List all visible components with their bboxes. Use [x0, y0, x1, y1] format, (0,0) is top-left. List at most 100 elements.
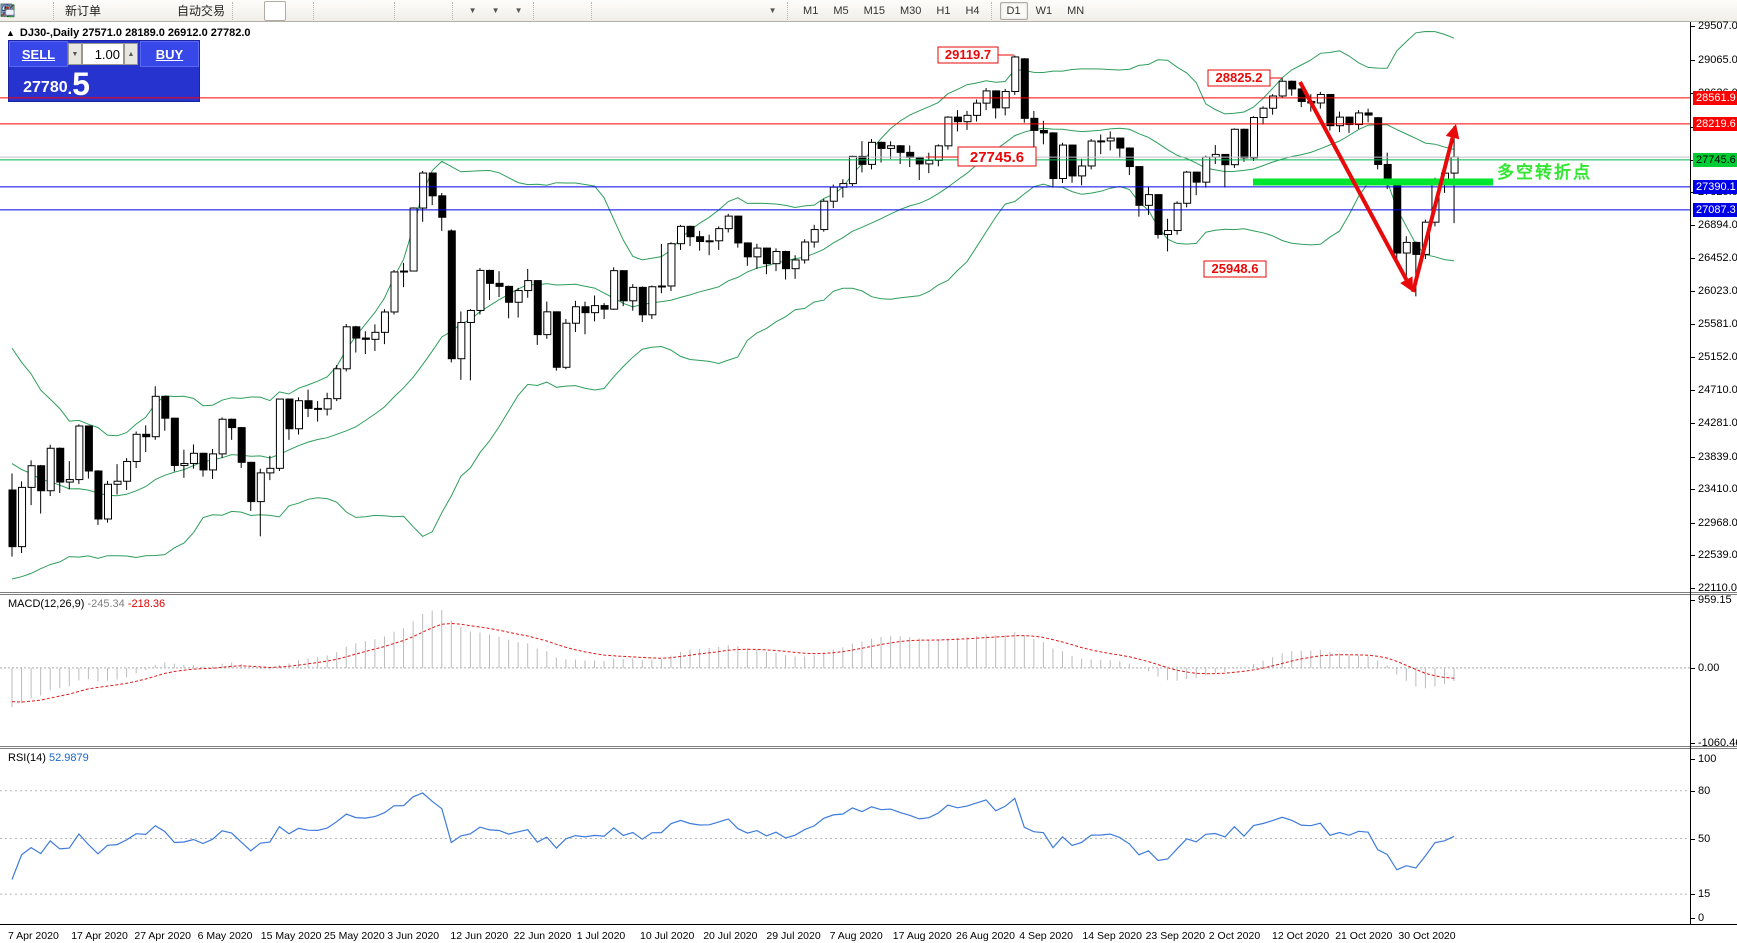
- timeframe-m1-button[interactable]: M1: [803, 4, 819, 17]
- price-line-tag[interactable]: 28561.9: [1693, 90, 1737, 105]
- price-line-tag[interactable]: 27087.3: [1693, 202, 1737, 217]
- price-line-tag[interactable]: 28219.6: [1693, 116, 1737, 131]
- price-annotation-text[interactable]: 28825.2: [1216, 70, 1263, 85]
- new-order-button[interactable]: 新订单: [1, 1, 104, 21]
- toolbar-separator: [313, 1, 318, 20]
- price-tick-label: 22539.0: [1698, 549, 1737, 562]
- candle: [180, 462, 189, 466]
- date-tick-label: 30 Oct 2020: [1398, 930, 1456, 942]
- cn-note-text[interactable]: 多空转折点: [1497, 162, 1592, 182]
- arrow-head: [1445, 124, 1460, 140]
- cursor-button[interactable]: [3, 1, 564, 21]
- timeframe-m30-button[interactable]: M30: [900, 4, 922, 17]
- search-button[interactable]: [1, 1, 1699, 21]
- sell-button[interactable]: SELL: [9, 41, 68, 67]
- price-annotation-text[interactable]: 29119.7: [945, 47, 991, 62]
- trend-arrow-object[interactable]: [1411, 137, 1455, 293]
- pane-splitter[interactable]: [0, 592, 1737, 595]
- arrows-button[interactable]: ▼: [2, 1, 783, 21]
- periods-button[interactable]: ▼: [1, 1, 506, 21]
- crosshair-button[interactable]: [1, 1, 587, 21]
- price-tick-label: 23839.0: [1698, 450, 1737, 463]
- equidistant-channel-button[interactable]: E: [0, 1, 691, 21]
- tile-windows-button[interactable]: [0, 1, 390, 21]
- candle: [820, 200, 829, 231]
- volume-input[interactable]: [82, 43, 124, 65]
- zoom-out-button[interactable]: [1, 1, 367, 21]
- vertical-line-button[interactable]: [6, 1, 622, 21]
- rsi-tick-label: 80: [1698, 784, 1711, 797]
- candle: [734, 215, 743, 244]
- periods-dropdown-icon[interactable]: ▼: [491, 6, 500, 15]
- fibonacci-button[interactable]: F: [0, 1, 714, 21]
- timeframe-m5-button[interactable]: M5: [833, 4, 849, 17]
- price-line-tag[interactable]: 27390.1: [1693, 179, 1737, 194]
- candle: [1164, 230, 1173, 235]
- timeframe-d1-button[interactable]: D1: [999, 1, 1028, 20]
- trendline-button[interactable]: [0, 1, 668, 21]
- price-annotation-box[interactable]: [1207, 69, 1271, 87]
- price-annotation-text[interactable]: 25948.6: [1212, 261, 1259, 276]
- date-tick-label: 29 Jul 2020: [766, 930, 821, 942]
- signals-button[interactable]: [0, 1, 173, 21]
- volume-down-button[interactable]: ▼: [68, 43, 82, 65]
- price-line-tag[interactable]: 27745.6: [1693, 152, 1737, 167]
- candle: [514, 290, 523, 303]
- sell-price[interactable]: 27780. 5: [23, 66, 90, 102]
- candle: [1001, 91, 1010, 109]
- text-label-button[interactable]: T: [1, 1, 760, 21]
- candle: [753, 247, 762, 258]
- collapse-panel-icon[interactable]: ▲: [6, 28, 15, 38]
- date-tick-label: 7 Aug 2020: [829, 930, 883, 942]
- terminal-button[interactable]: [1, 1, 150, 21]
- timeframe-mn-button[interactable]: MN: [1067, 4, 1085, 17]
- templates-dropdown-icon[interactable]: ▼: [514, 6, 523, 15]
- eraser-button[interactable]: [0, 1, 127, 21]
- zoom-in-button[interactable]: [1, 1, 344, 21]
- text-button[interactable]: A: [4, 1, 737, 21]
- templates-button[interactable]: ▼: [0, 1, 529, 21]
- price-annotation-text[interactable]: 27745.6: [970, 149, 1024, 166]
- date-tick-label: 20 Jul 2020: [703, 930, 758, 942]
- candle: [199, 452, 208, 471]
- pane-splitter[interactable]: [0, 746, 1737, 749]
- candle: [677, 225, 685, 245]
- line-chart-button[interactable]: [1, 1, 309, 21]
- timeframe-h1-button[interactable]: H1: [936, 4, 951, 17]
- arrows-dropdown-icon[interactable]: ▼: [768, 6, 777, 15]
- price-annotation-box[interactable]: [957, 146, 1037, 167]
- rsi-indicator-pane[interactable]: [0, 749, 1690, 923]
- bar-chart-button[interactable]: [1, 1, 263, 21]
- trend-arrow-object[interactable]: [1298, 81, 1409, 281]
- auto-trading-button[interactable]: 自动交易: [1, 1, 228, 21]
- candlestick-chart-button[interactable]: [2, 0, 287, 21]
- price-annotation-box[interactable]: [937, 46, 999, 64]
- support-band-object[interactable]: [1253, 178, 1493, 186]
- candle: [1412, 241, 1421, 255]
- timeframe-m15-button[interactable]: M15: [863, 4, 885, 17]
- chart-window[interactable]: ▲ DJ30-,Daily 27571.0 28189.0 26912.0 27…: [0, 20, 1737, 943]
- price-tick-mark: [1690, 59, 1695, 61]
- indicators-dropdown-icon[interactable]: ▼: [468, 6, 477, 15]
- candle: [992, 90, 1001, 109]
- candle: [84, 425, 93, 472]
- price-annotation-box[interactable]: [1203, 260, 1267, 278]
- chart-shift-button[interactable]: [1, 1, 448, 21]
- candle: [266, 467, 275, 474]
- candle: [486, 269, 494, 284]
- auto-scroll-button[interactable]: [1, 1, 425, 21]
- buy-button[interactable]: BUY: [140, 41, 199, 67]
- price-chart[interactable]: 29119.7 28825.2 27745.6 25948.6 多空转折点: [0, 22, 1690, 592]
- macd-indicator-pane[interactable]: [0, 595, 1690, 746]
- timeframe-h4-button[interactable]: H4: [965, 4, 980, 17]
- candle: [610, 270, 619, 310]
- macd-label: MACD(12,26,9) -245.34 -218.36: [8, 598, 166, 610]
- candle: [1230, 128, 1239, 166]
- timeframe-w1-button[interactable]: W1: [1035, 4, 1053, 17]
- indicators-button[interactable]: ▼: [0, 1, 483, 21]
- horizontal-line-button[interactable]: [0, 1, 645, 21]
- price-tick-mark: [1690, 92, 1695, 94]
- chat-button[interactable]: [0, 1, 1727, 21]
- volume-up-button[interactable]: ▲: [124, 43, 138, 65]
- market-watch-button[interactable]: [0, 1, 49, 21]
